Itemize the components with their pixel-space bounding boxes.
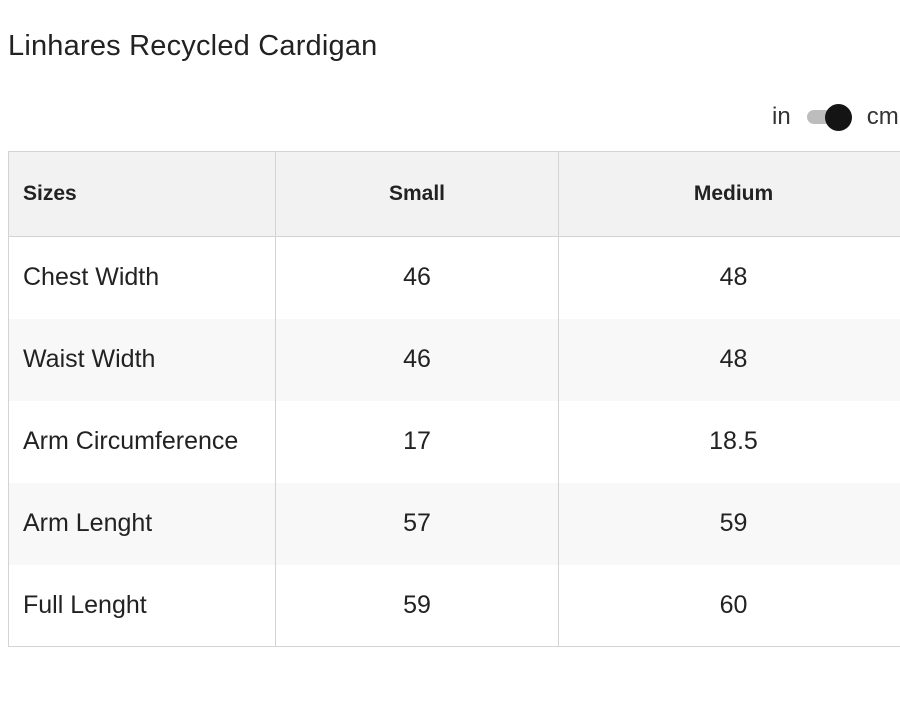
table-row: Waist Width 46 48 bbox=[8, 318, 900, 401]
unit-switch-knob[interactable] bbox=[824, 104, 852, 131]
row-label: Arm Lenght bbox=[8, 482, 276, 565]
row-label: Full Lenght bbox=[8, 564, 276, 647]
cell-small: 46 bbox=[275, 318, 559, 401]
unit-label-in[interactable]: in bbox=[772, 103, 791, 130]
table-row: Full Lenght 59 60 bbox=[8, 564, 900, 647]
row-label: Arm Circumference bbox=[8, 400, 276, 483]
header-medium: Medium bbox=[558, 151, 900, 237]
table-row: Arm Lenght 57 59 bbox=[8, 482, 900, 565]
size-table: Sizes Small Medium Chest Width 46 48 Wai… bbox=[8, 151, 900, 647]
cell-small: 59 bbox=[275, 564, 559, 647]
row-label: Chest Width bbox=[8, 236, 276, 319]
unit-toggle: in cm bbox=[772, 100, 899, 134]
table-row: Arm Circumference 17 18.5 bbox=[8, 400, 900, 483]
cell-small: 57 bbox=[275, 482, 559, 565]
cell-small: 46 bbox=[275, 236, 559, 319]
table-header-row: Sizes Small Medium bbox=[8, 151, 900, 237]
unit-label-cm[interactable]: cm bbox=[866, 103, 899, 130]
unit-switch[interactable] bbox=[806, 104, 853, 131]
table-row: Chest Width 46 48 bbox=[8, 236, 900, 319]
product-title: Linhares Recycled Cardigan bbox=[8, 30, 378, 62]
row-label: Waist Width bbox=[8, 318, 276, 401]
header-sizes: Sizes bbox=[8, 151, 276, 237]
header-small: Small bbox=[275, 151, 559, 237]
cell-small: 17 bbox=[275, 400, 559, 483]
cell-medium: 59 bbox=[558, 482, 900, 565]
cell-medium: 48 bbox=[558, 236, 900, 319]
cell-medium: 48 bbox=[558, 318, 900, 401]
cell-medium: 60 bbox=[558, 564, 900, 647]
cell-medium: 18.5 bbox=[558, 400, 900, 483]
